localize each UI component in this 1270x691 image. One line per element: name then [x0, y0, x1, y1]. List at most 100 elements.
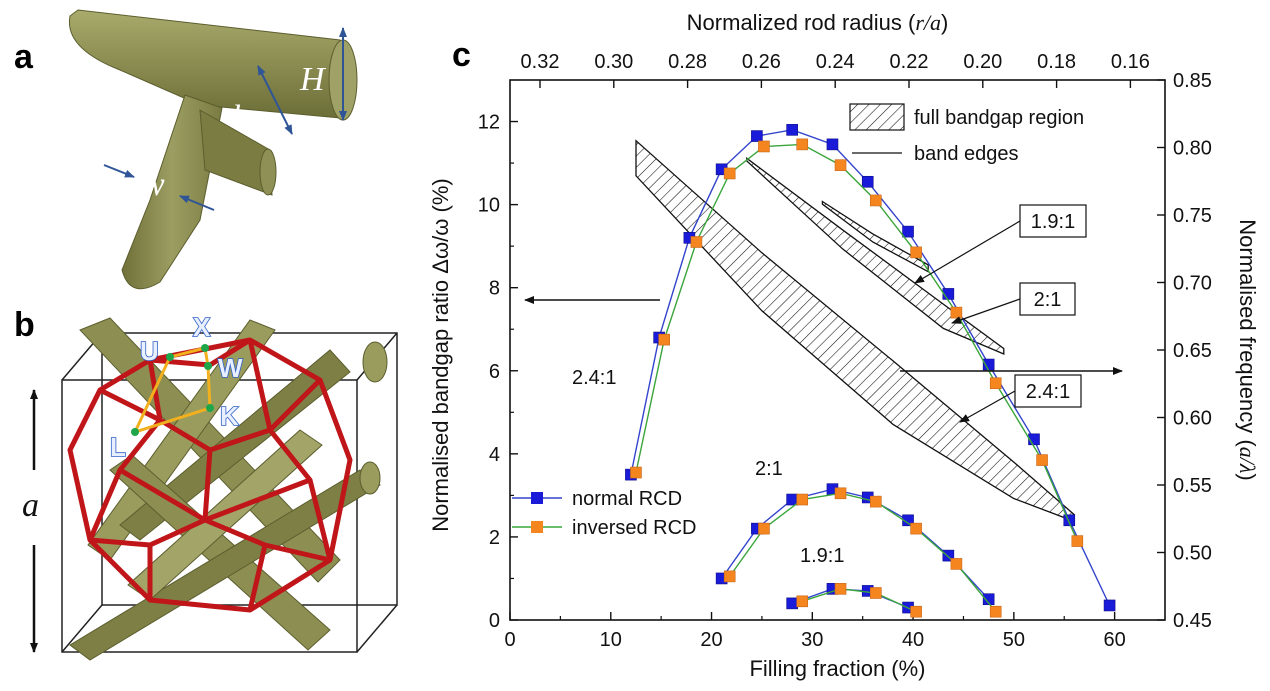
series-line	[630, 129, 1111, 606]
top-tick-label: 0.18	[1037, 51, 1076, 73]
h-dimension-arrow	[257, 65, 293, 135]
data-point	[950, 558, 963, 570]
annotation-box	[1014, 374, 1082, 408]
y-tick-label: 8	[489, 278, 500, 300]
annotation-box-label: 2:1	[1034, 289, 1062, 311]
x-tick-label: 0	[504, 629, 515, 651]
annotation-pointer	[959, 390, 1016, 423]
data-point	[869, 194, 882, 207]
data-point	[1036, 454, 1048, 466]
bandgap-region	[635, 139, 1075, 523]
right-tick-label: 0.55	[1173, 475, 1212, 497]
data-point	[910, 522, 922, 535]
y-tick-label: 6	[489, 361, 500, 383]
data-point	[751, 130, 763, 142]
top-tick-label: 0.26	[742, 51, 781, 73]
data-point	[834, 159, 847, 171]
symmetry-path	[131, 344, 214, 436]
annotation-box-label: 1.9:1	[1031, 211, 1075, 233]
right-tick-label: 0.45	[1173, 610, 1212, 632]
x-tick-label: 40	[902, 629, 924, 651]
y-tick-label: 12	[478, 112, 500, 134]
rod-unit-illustration: H h w	[68, 9, 358, 290]
data-point	[796, 138, 809, 151]
point-L-label: L	[110, 432, 126, 462]
right-tick-label: 0.50	[1173, 543, 1212, 565]
right-tick-label: 0.60	[1173, 408, 1212, 430]
top-tick-label: 0.16	[1111, 51, 1150, 73]
data-point	[690, 236, 703, 248]
legend-hatch-swatch	[849, 103, 905, 131]
data-point	[758, 140, 770, 153]
data-point	[826, 138, 839, 151]
data-point	[1028, 433, 1040, 446]
data-point	[796, 493, 809, 506]
panel-b: b	[14, 306, 398, 661]
legend-series-marker	[531, 521, 543, 533]
point-U-label: U	[140, 336, 159, 366]
data-point	[942, 549, 955, 562]
legend-item-bandgap: full bandgap region	[914, 107, 1084, 129]
legend-series-label: normal RCD	[572, 488, 682, 510]
bandgap-region	[746, 157, 1005, 355]
data-point	[658, 333, 670, 346]
x-axis-title: Filling fraction (%)	[749, 656, 925, 681]
series-line	[801, 588, 917, 613]
data-point	[834, 487, 847, 500]
data-point	[910, 246, 922, 259]
data-point	[786, 597, 798, 610]
data-point	[869, 587, 882, 599]
top-axis-title-part: )	[941, 10, 948, 35]
group-label-1.9: 1.9:1	[800, 545, 844, 567]
y-tick-label: 10	[478, 195, 500, 217]
group-label-2: 2:1	[755, 458, 783, 480]
top-tick-label: 0.32	[521, 51, 560, 73]
top-axis-title-part: r/a	[915, 10, 941, 35]
right-axis-title-part: Normalised frequency (	[1235, 219, 1260, 447]
panel-b-label: b	[14, 306, 35, 344]
top-axis-title-part: Normalized rod radius (	[687, 10, 916, 35]
data-point	[950, 306, 963, 319]
series-line	[729, 492, 997, 613]
data-point	[758, 522, 770, 535]
y-tick-label: 2	[489, 527, 500, 549]
lattice-constant-symbol: a	[22, 487, 39, 524]
annotation-box-label: 2.4:1	[1026, 381, 1070, 403]
group-label-2.4: 2.4:1	[572, 367, 616, 389]
series-line	[791, 588, 909, 609]
right-tick-label: 0.80	[1173, 138, 1212, 160]
point-X-label: X	[193, 312, 211, 342]
top-tick-label: 0.20	[963, 51, 1002, 73]
data-point	[796, 595, 809, 608]
data-point	[902, 225, 914, 238]
x-tick-label: 60	[1103, 629, 1125, 651]
right-axis-title-part: a/λ	[1235, 447, 1260, 474]
bandgap-chart: 0 10 20 30 40 50 600.32 0.30 0.28 0.26 0.24 0.22 0.2…	[428, 10, 1260, 681]
data-point	[869, 495, 882, 508]
right-tick-label: 0.70	[1173, 273, 1212, 295]
top-tick-label: 0.24	[816, 51, 855, 73]
top-tick-label: 0.30	[594, 51, 633, 73]
data-point	[910, 605, 922, 618]
series-line	[721, 488, 990, 600]
top-tick-label: 0.22	[890, 51, 929, 73]
legend-series-marker	[531, 492, 543, 504]
data-point	[1063, 514, 1076, 527]
right-tick-label: 0.75	[1173, 205, 1212, 227]
data-point	[1103, 599, 1116, 612]
top-axis-title: Normalized rod radius (r/a)	[687, 10, 949, 35]
point-W-label: W	[218, 353, 243, 383]
data-point	[834, 583, 847, 595]
panel-a-label: a	[14, 38, 34, 76]
data-point	[989, 605, 1002, 618]
top-tick-label: 0.28	[668, 51, 707, 73]
legend-series-label: inversed RCD	[572, 517, 696, 539]
x-tick-label: 20	[700, 629, 722, 651]
data-point	[982, 593, 995, 606]
data-point	[723, 167, 736, 180]
point-K-label: K	[220, 401, 239, 431]
y-tick-label: 0	[489, 610, 500, 632]
data-point	[989, 377, 1002, 390]
w-dimension-arrow-right	[179, 195, 215, 211]
